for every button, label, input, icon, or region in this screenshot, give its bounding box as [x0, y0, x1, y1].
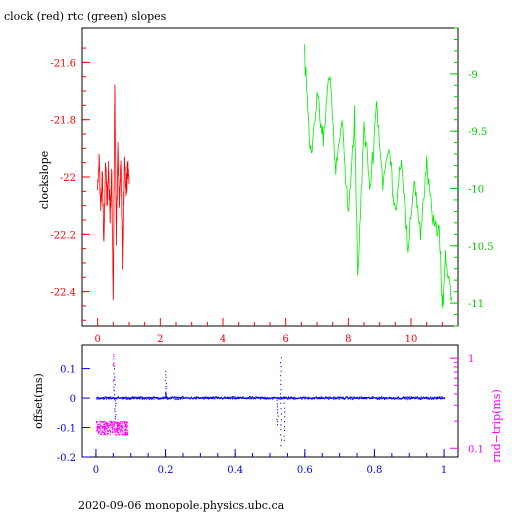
right-y-tick-label: -9.5 [468, 127, 487, 138]
left-y-tick-label: 0.1 [60, 365, 76, 376]
right-y-tick-label: 1 [468, 354, 474, 365]
bottom-y-axis-label: offset(ms) [32, 373, 45, 429]
left-y-tick-label: -22 [60, 173, 76, 184]
x-tick-label: 4 [220, 334, 226, 345]
bottom-left-y-axis: 0.1 0 -0.1 -0.2 [57, 365, 90, 464]
bottom-series-group [95, 354, 446, 447]
x-tick-label: 0.2 [158, 465, 174, 476]
top-x-axis: 0 2 4 6 8 10 [94, 318, 443, 345]
left-y-tick-label: -22.4 [50, 288, 76, 299]
left-y-tick-label: 0 [70, 394, 76, 405]
x-tick-label: 0.6 [297, 465, 313, 476]
right-y-tick-label: -10.5 [468, 242, 494, 253]
right-y-tick-label: -10 [468, 184, 484, 195]
right-y-tick-label: 0.1 [468, 444, 484, 455]
x-tick-label: 2 [157, 334, 163, 345]
x-tick-label: 0.4 [227, 465, 243, 476]
bottom-right-y-axis: 10.1 [450, 354, 484, 455]
x-tick-label: 0.8 [366, 465, 382, 476]
bottom-x-axis: 0 0.2 0.4 0.6 0.8 1 [93, 449, 447, 476]
top-y-axis-label: clockslope [38, 151, 51, 209]
bottom-plot: 0 0.2 0.4 0.6 0.8 1 0.10-0.1-0.2 10.1 offset(… [32, 344, 503, 476]
top-plot: 0 2 4 6 8 10 -21.6 -21.8 -22 -22.2 -22.4 -9 -9.5 -1… [38, 27, 494, 345]
left-y-tick-label: -0.2 [57, 453, 76, 464]
x-tick-label: 10 [405, 334, 418, 345]
bottom-plot-frame [81, 344, 459, 458]
x-tick-label: 0 [93, 465, 99, 476]
x-tick-label: 1 [441, 465, 447, 476]
magenta-roundtrip-series [96, 354, 129, 436]
top-series-group [97, 44, 453, 309]
x-tick-label: 0 [94, 334, 100, 345]
blue-offset-series [95, 357, 446, 447]
chart-title: clock (red) rtc (green) slopes [4, 10, 167, 23]
top-right-y-axis: -9 -9.5 -10 -10.5 -11 [450, 27, 494, 327]
left-y-tick-label: -21.8 [50, 116, 76, 127]
right-y-tick-label: -9 [468, 70, 478, 81]
x-tick-label: 8 [345, 334, 351, 345]
left-y-tick-label: -22.2 [50, 230, 76, 241]
top-left-y-axis: -21.6 -21.8 -22 -22.2 -22.4 [50, 47, 90, 321]
top-plot-frame [81, 27, 459, 327]
footer-text: 2020-09-06 monopole.physics.ubc.ca [78, 499, 285, 512]
red-series-line [97, 84, 130, 301]
bottom-right-y-axis-label: rnd−trip(ms) [490, 389, 503, 463]
green-series-line [304, 44, 453, 309]
x-tick-label: 6 [282, 334, 288, 345]
right-y-tick-label: -11 [468, 299, 484, 310]
left-y-tick-label: -0.1 [57, 424, 76, 435]
left-y-tick-label: -21.6 [50, 58, 76, 69]
